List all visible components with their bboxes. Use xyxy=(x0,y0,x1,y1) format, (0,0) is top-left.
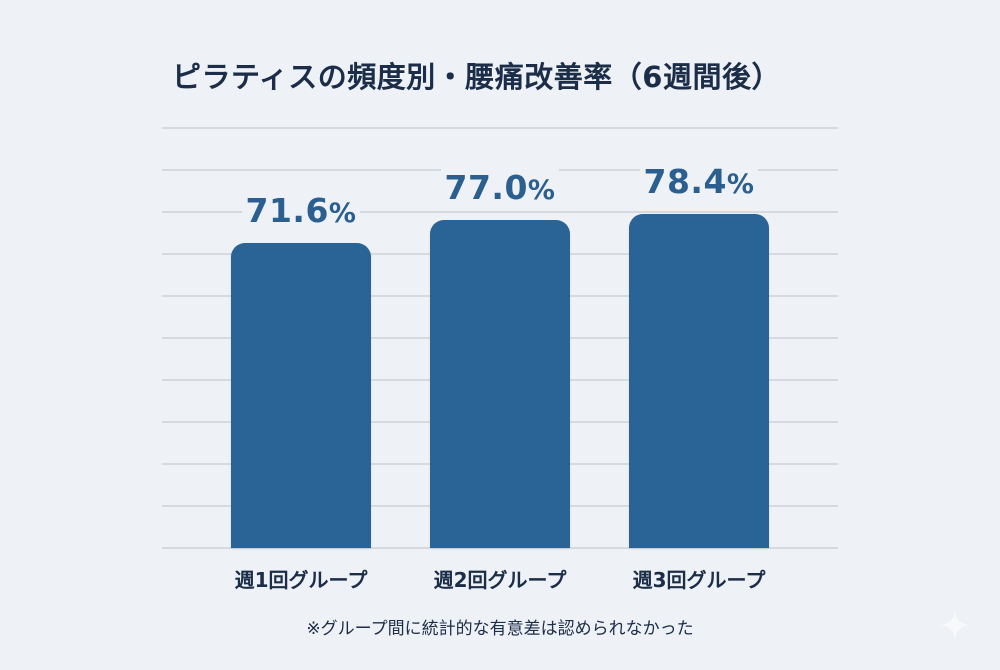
value-unit: % xyxy=(328,197,357,229)
value-label-week2: 77.0% xyxy=(440,167,560,207)
category-label-week1: 週1回グループ xyxy=(234,568,368,592)
value-label-week3: 78.4% xyxy=(639,162,759,202)
sparkle-icon xyxy=(939,609,971,641)
chart-title: ピラティスの頻度別・腰痛改善率（6週間後） xyxy=(172,60,781,94)
gridline-100 xyxy=(162,127,838,129)
category-label-week2: 週2回グループ xyxy=(433,568,567,592)
plot-area: 71.6% 77.0% 78.4% 週1回グループ 週2回グループ 週3回グルー… xyxy=(162,0,838,670)
value-number: 71.6 xyxy=(245,190,329,230)
value-unit: % xyxy=(527,174,556,206)
value-number: 78.4 xyxy=(643,162,727,202)
value-label-week1: 71.6% xyxy=(241,190,361,230)
footnote: ※グループ間に統計的な有意差は認められなかった xyxy=(306,619,694,639)
value-number: 77.0 xyxy=(444,167,528,207)
baseline xyxy=(162,547,838,549)
category-label-week3: 週3回グループ xyxy=(632,568,766,592)
bar-week2 xyxy=(430,219,570,548)
bar-week3 xyxy=(629,214,769,548)
gridline-80 xyxy=(162,211,838,213)
value-unit: % xyxy=(726,169,755,201)
bar-week1 xyxy=(231,242,371,548)
